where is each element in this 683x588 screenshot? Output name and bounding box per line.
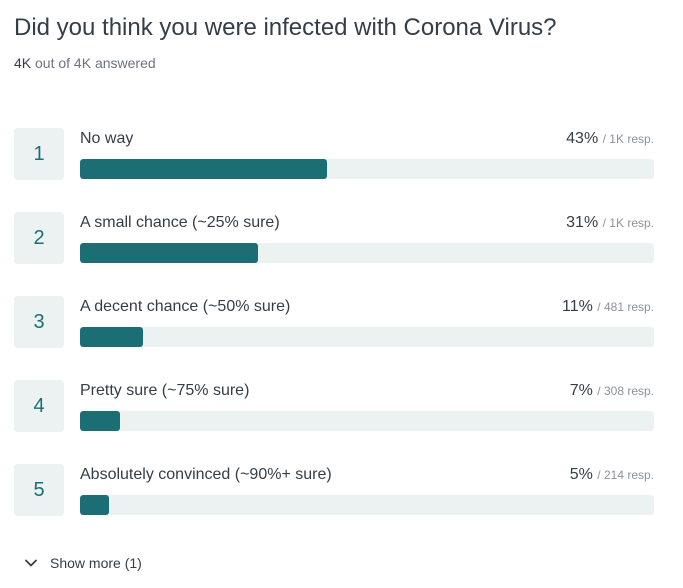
answered-count: 4K bbox=[14, 55, 32, 71]
option-row-3: 3 A decent chance (~50% sure) 11% / 481 … bbox=[14, 296, 654, 348]
option-percent: 5% bbox=[569, 466, 593, 483]
answered-summary: 4K out of 4K answered bbox=[14, 55, 156, 71]
options-list: 1 No way 43% / 1K resp. 2 A small chance… bbox=[14, 128, 654, 548]
option-bar-fill bbox=[80, 495, 109, 515]
option-stats: 7% / 308 resp. bbox=[570, 382, 654, 400]
option-bar-track bbox=[80, 495, 654, 515]
option-bar-track bbox=[80, 327, 654, 347]
option-label: Pretty sure (~75% sure) bbox=[80, 382, 250, 399]
option-percent: 11% bbox=[562, 298, 593, 315]
option-percent: 43% bbox=[566, 130, 599, 147]
option-number: 5 bbox=[14, 464, 64, 516]
option-stats: 11% / 481 resp. bbox=[562, 298, 654, 316]
option-stats: 5% / 214 resp. bbox=[570, 466, 654, 484]
option-bar-fill bbox=[80, 411, 121, 431]
option-bar-fill bbox=[80, 243, 258, 263]
question-title: Did you think you were infected with Cor… bbox=[14, 14, 557, 41]
option-stats: 43% / 1K resp. bbox=[566, 130, 654, 148]
show-more-button[interactable]: Show more (1) bbox=[24, 555, 142, 571]
option-number: 1 bbox=[14, 128, 64, 180]
option-number: 2 bbox=[14, 212, 64, 264]
option-number: 3 bbox=[14, 296, 64, 348]
option-percent: 31% bbox=[566, 214, 599, 231]
option-label: A small chance (~25% sure) bbox=[80, 214, 280, 231]
option-label: Absolutely convinced (~90%+ sure) bbox=[80, 466, 332, 483]
option-label: A decent chance (~50% sure) bbox=[80, 298, 291, 315]
option-bar-fill bbox=[80, 327, 144, 347]
option-row-5: 5 Absolutely convinced (~90%+ sure) 5% /… bbox=[14, 464, 654, 516]
option-percent: 7% bbox=[569, 382, 593, 399]
option-responses: / 214 resp. bbox=[597, 468, 654, 482]
option-label: No way bbox=[80, 130, 134, 147]
option-row-1: 1 No way 43% / 1K resp. bbox=[14, 128, 654, 180]
answered-total: out of 4K answered bbox=[35, 55, 156, 71]
option-number: 4 bbox=[14, 380, 64, 432]
option-responses: / 308 resp. bbox=[597, 384, 654, 398]
show-more-label: Show more (1) bbox=[50, 555, 142, 571]
option-responses: / 1K resp. bbox=[602, 132, 654, 146]
chevron-down-icon bbox=[25, 559, 37, 567]
option-bar-fill bbox=[80, 159, 327, 179]
option-bar-track bbox=[80, 159, 654, 179]
option-row-2: 2 A small chance (~25% sure) 31% / 1K re… bbox=[14, 212, 654, 264]
option-bar-track bbox=[80, 411, 654, 431]
option-row-4: 4 Pretty sure (~75% sure) 7% / 308 resp. bbox=[14, 380, 654, 432]
option-stats: 31% / 1K resp. bbox=[566, 214, 654, 232]
option-responses: / 481 resp. bbox=[597, 300, 654, 314]
option-responses: / 1K resp. bbox=[602, 216, 654, 230]
option-bar-track bbox=[80, 243, 654, 263]
